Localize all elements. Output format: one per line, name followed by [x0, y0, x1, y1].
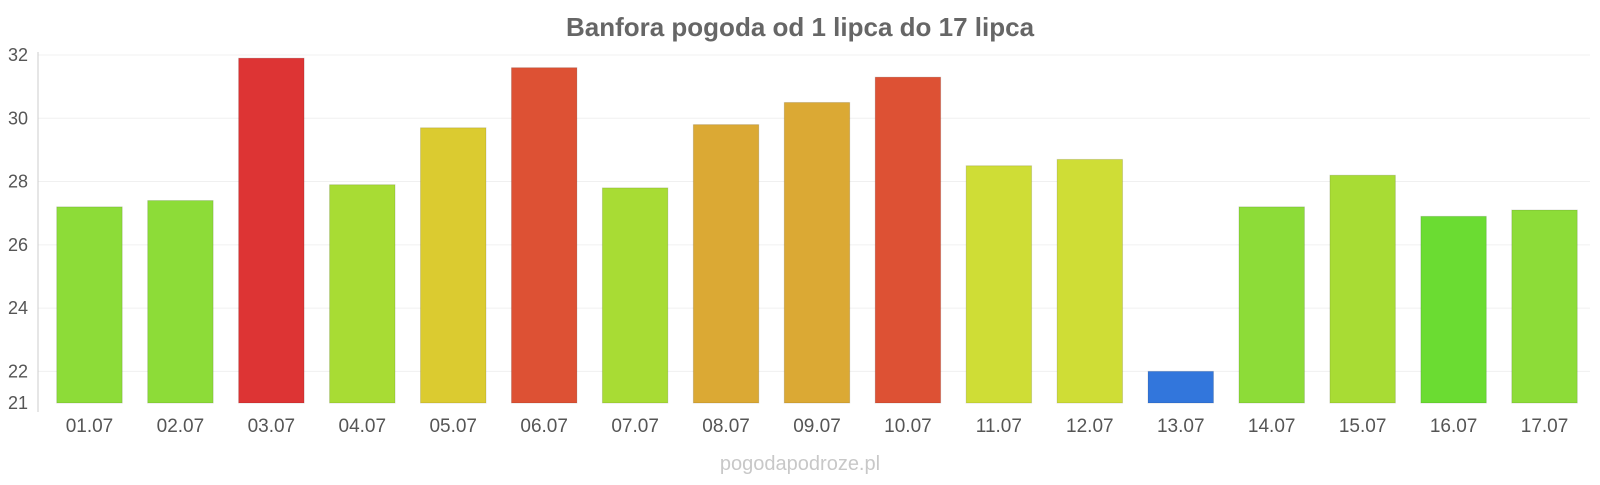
x-tick-label: 03.07 [248, 416, 296, 437]
bar-11.07[interactable] [965, 165, 1033, 404]
x-tick-label: 16.07 [1430, 416, 1478, 437]
bar-13.07[interactable] [1147, 370, 1215, 404]
y-tick-label: 26 [8, 235, 28, 255]
x-tick-label: 10.07 [884, 416, 932, 437]
bar-09.07[interactable] [783, 101, 851, 404]
y-tick-label: 21 [8, 393, 28, 413]
x-tick-label: 09.07 [793, 416, 841, 437]
y-tick-label: 32 [8, 45, 28, 65]
bar-05.07[interactable] [419, 127, 487, 404]
x-axis-ticks: 01.07 02.07 03.07 04.07 05.07 06.07 07.07 08.07… [66, 416, 1569, 437]
x-tick-label: 15.07 [1339, 416, 1387, 437]
x-tick-label: 08.07 [702, 416, 750, 437]
bar-15.07[interactable] [1329, 174, 1396, 404]
y-tick-label: 22 [8, 361, 28, 381]
bar-02.07[interactable] [147, 200, 214, 404]
bar-17.07[interactable] [1511, 209, 1578, 404]
x-tick-label: 17.07 [1521, 416, 1569, 437]
bar-16.07[interactable] [1420, 215, 1487, 404]
bar-01.07[interactable] [56, 206, 123, 404]
watermark-text: pogodapodroze.pl [720, 453, 880, 475]
x-tick-label: 12.07 [1066, 416, 1114, 437]
x-tick-label: 04.07 [339, 416, 387, 437]
bar-12.07[interactable] [1056, 158, 1124, 404]
bar-07.07[interactable] [601, 187, 669, 404]
x-tick-label: 01.07 [66, 416, 114, 437]
bars [56, 57, 1578, 404]
y-axis-ticks: 21 22 24 26 28 30 32 [8, 45, 28, 413]
bar-14.07[interactable] [1238, 206, 1305, 404]
bar-10.07[interactable] [874, 76, 942, 404]
x-tick-label: 07.07 [611, 416, 659, 437]
x-tick-label: 06.07 [520, 416, 568, 437]
chart-title: Banfora pogoda od 1 lipca do 17 lipca [566, 12, 1035, 42]
x-tick-label: 05.07 [429, 416, 477, 437]
bar-04.07[interactable] [329, 184, 396, 404]
y-tick-label: 30 [8, 108, 28, 128]
x-tick-label: 14.07 [1248, 416, 1296, 437]
bar-08.07[interactable] [692, 124, 760, 404]
x-tick-label: 13.07 [1157, 416, 1205, 437]
bar-06.07[interactable] [510, 67, 578, 404]
bar-03.07[interactable] [238, 57, 305, 404]
x-tick-label: 11.07 [976, 416, 1022, 437]
y-tick-label: 24 [8, 298, 28, 318]
y-tick-label: 28 [8, 172, 28, 192]
x-tick-label: 02.07 [157, 416, 205, 437]
